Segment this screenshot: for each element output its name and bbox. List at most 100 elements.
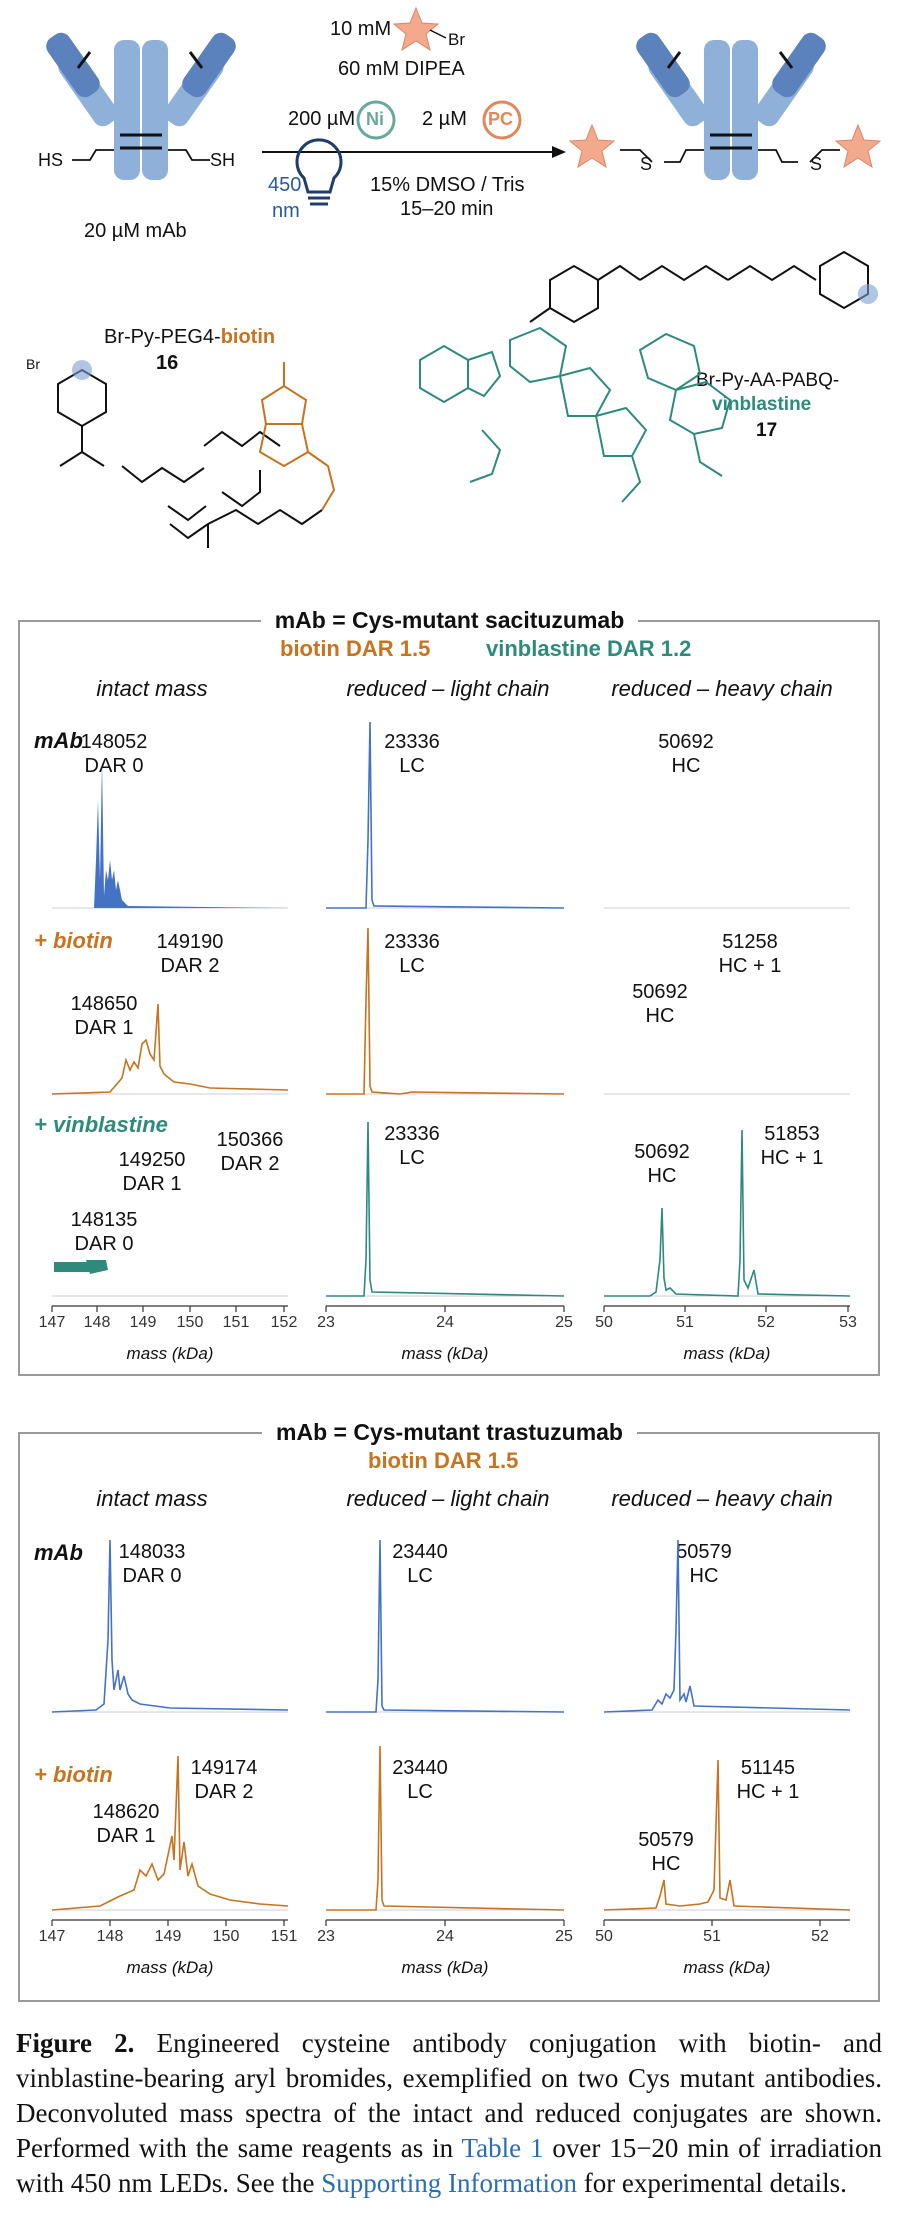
caption-label: Figure 2. — [16, 2028, 135, 2058]
p1r2-hc-b: 50692 HC — [632, 981, 688, 1027]
panel1-col-hc: reduced – heavy chain — [611, 676, 833, 701]
compound-17-line1: Br-Py-AA-PABQ- — [696, 370, 840, 391]
reagent1-br: Br — [448, 30, 465, 49]
p1r1-intact-ann: 148052 DAR 0 — [80, 731, 148, 777]
p2r2-hc-a: 51145 HC + 1 — [736, 1757, 800, 1803]
compound-16-biotin: biotin — [220, 326, 276, 348]
hs-label: HS — [38, 150, 64, 170]
panel2-row-biotin: + biotin — [34, 1762, 113, 1787]
caption-text-3: for experimental details. — [576, 2168, 847, 2198]
p1-axis-lc: mass (kDa) — [401, 1344, 489, 1363]
p1r2-intact-a: 149190 DAR 2 — [156, 931, 224, 977]
p1-tick-hc-2: 52 — [757, 1314, 775, 1331]
p2-tick-hc-1: 51 — [703, 1928, 721, 1945]
panel1-row-vinblastine: + vinblastine — [34, 1112, 168, 1137]
p1r3-intact-c: 148135 DAR 0 — [70, 1209, 138, 1255]
compound-17-structure — [419, 250, 878, 503]
wavelength: 450 — [268, 174, 302, 196]
p1-tick-intact-5: 152 — [270, 1314, 298, 1331]
p2-tick-hc-0: 50 — [595, 1928, 613, 1945]
panel2-dar-biotin: biotin DAR 1.5 — [368, 1448, 519, 1473]
panel2-col-hc: reduced – heavy chain — [611, 1486, 833, 1511]
p2-tick-intact-3: 150 — [212, 1928, 240, 1945]
p1r1-hc-ann: 50692 HC — [658, 731, 714, 777]
compound-16-prefix: Br-Py-PEG4- — [104, 326, 221, 348]
reagent1-conc: 10 mM — [330, 18, 392, 40]
p1-tick-hc-1: 51 — [676, 1314, 694, 1331]
p1-tick-hc-0: 50 — [595, 1314, 613, 1331]
p2-axis-hc: mass (kDa) — [683, 1958, 771, 1977]
p2-axis-lc: mass (kDa) — [401, 1958, 489, 1977]
p1-tick-intact-2: 149 — [129, 1314, 157, 1331]
panel2-col-intact: intact mass — [96, 1486, 208, 1511]
p2-tick-lc-2: 25 — [555, 1928, 573, 1945]
ni-concentration: 200 µM — [288, 108, 356, 130]
solvent: 15% DMSO / Tris — [370, 174, 525, 196]
p2-tick-intact-1: 148 — [96, 1928, 124, 1945]
p1-tick-intact-3: 150 — [176, 1314, 204, 1331]
reagent2: 60 mM DIPEA — [338, 58, 465, 80]
ni-icon: Ni — [366, 109, 384, 129]
wavelength-unit: nm — [272, 200, 300, 222]
caption-text-1: Engineered cysteine antibody conjugation… — [16, 2028, 882, 2163]
panel2-col-lc: reduced – light chain — [346, 1486, 550, 1511]
p1r2-lc-ann: 23336 LC — [384, 931, 440, 977]
table1-link[interactable]: Table 1 — [461, 2133, 544, 2163]
p1-tick-intact-0: 147 — [38, 1314, 66, 1331]
panel1-dar-vinblastine: vinblastine DAR 1.2 — [486, 636, 692, 661]
p1-tick-lc-0: 23 — [317, 1314, 335, 1331]
p2-tick-intact-4: 151 — [270, 1928, 298, 1945]
p1-axis-intact: mass (kDa) — [126, 1344, 214, 1363]
p2r2-intact-b: 148620 DAR 1 — [92, 1801, 160, 1847]
p1r3-hc-b: 51853 HC + 1 — [760, 1123, 824, 1169]
p1r2-hc-a: 51258 HC + 1 — [718, 931, 782, 977]
mab-concentration: 20 µM mAb — [84, 220, 187, 242]
p2r1-hc-ann: 50579 HC — [676, 1541, 732, 1587]
p1-tick-intact-4: 151 — [222, 1314, 250, 1331]
p2-tick-lc-1: 24 — [436, 1928, 454, 1945]
s-left-label: S — [640, 154, 653, 174]
p1r3-lc-ann: 23336 LC — [384, 1123, 440, 1169]
p1-tick-lc-1: 24 — [436, 1314, 454, 1331]
panel1-dar-biotin: biotin DAR 1.5 — [280, 636, 431, 661]
pc-concentration: 2 µM — [422, 108, 467, 130]
p1-tick-lc-2: 25 — [555, 1314, 573, 1331]
p1r3-intact-b: 150366 DAR 2 — [216, 1129, 284, 1175]
p2-tick-hc-2: 52 — [811, 1928, 829, 1945]
p2r2-lc-ann: 23440 LC — [392, 1757, 448, 1803]
p2-tick-intact-2: 149 — [154, 1928, 182, 1945]
p1-tick-intact-1: 148 — [83, 1314, 111, 1331]
p2-tick-lc-0: 23 — [317, 1928, 335, 1945]
pc-icon: PC — [488, 109, 514, 129]
panel2-row-mab: mAb — [34, 1540, 83, 1565]
compound-17-number: 17 — [756, 420, 778, 441]
panel1-row-biotin: + biotin — [34, 928, 113, 953]
panel1-title: mAb = Cys-mutant sacituzumab — [260, 607, 639, 633]
supporting-information-link[interactable]: Supporting Information — [321, 2168, 577, 2198]
panel1-col-intact: intact mass — [96, 676, 208, 701]
p2-axis-intact: mass (kDa) — [126, 1958, 214, 1977]
p1r3-hc-a: 50692 HC — [634, 1141, 690, 1187]
p2r1-intact-ann: 148033 DAR 0 — [118, 1541, 186, 1587]
p1r1-lc-ann: 23336 LC — [384, 731, 440, 777]
p2r1-lc-ann: 23440 LC — [392, 1541, 448, 1587]
panel2-title: mAb = Cys-mutant trastuzumab — [262, 1419, 637, 1445]
p1-tick-hc-3: 53 — [839, 1314, 857, 1331]
panel1-row-mab: mAb — [34, 728, 83, 753]
sh-label: SH — [210, 150, 236, 170]
p1-axis-hc: mass (kDa) — [683, 1344, 771, 1363]
p1r2-intact-b: 148650 DAR 1 — [70, 993, 138, 1039]
compound-16-structure — [57, 360, 336, 548]
reaction-time: 15–20 min — [400, 198, 494, 220]
s-right-label: S — [810, 154, 823, 174]
p2r2-intact-a: 149174 DAR 2 — [190, 1757, 258, 1803]
compound-17-vinblastine: vinblastine — [712, 394, 812, 415]
p2r2-hc-b: 50579 HC — [638, 1829, 694, 1875]
compound-16-number: 16 — [156, 352, 179, 374]
caption-text-2: over 15−20 min of irradiation with 450 n… — [16, 2133, 882, 2198]
p2-tick-intact-0: 147 — [38, 1928, 66, 1945]
p1r3-intact-a: 149250 DAR 1 — [118, 1149, 186, 1195]
panel1-col-lc: reduced – light chain — [346, 676, 550, 701]
